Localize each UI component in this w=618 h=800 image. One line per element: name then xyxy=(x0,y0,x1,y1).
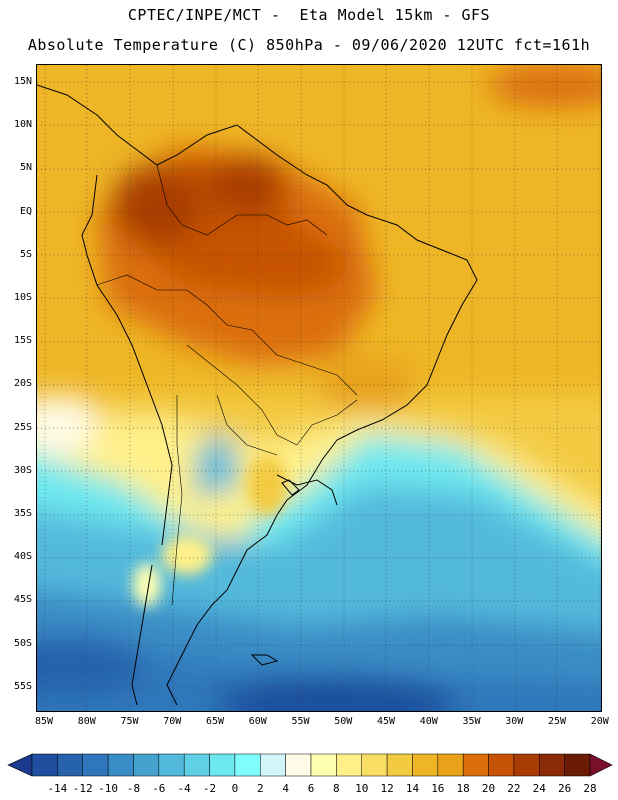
colorbar-tick-label: 8 xyxy=(333,782,340,795)
colorbar-tick-label: 10 xyxy=(355,782,369,795)
colorbar-tick-label: 18 xyxy=(456,782,470,795)
colorbar-cell xyxy=(462,753,489,777)
colorbar-cell xyxy=(57,753,83,777)
colorbar-tick-label: 0 xyxy=(231,782,239,795)
colorbar-cell xyxy=(488,753,515,777)
colorbar-tick-label: -4 xyxy=(177,782,191,795)
lat-tick-label: 5N xyxy=(19,162,32,174)
colorbar-cell xyxy=(183,753,210,777)
lat-tick-label: 5S xyxy=(19,248,32,260)
colorbar-tick-label: 6 xyxy=(307,782,315,795)
colorbar-tick-label: 28 xyxy=(583,782,597,795)
colorbar-cell xyxy=(82,753,109,777)
colorbar-cell xyxy=(209,753,236,777)
colorbar-tick-label: -10 xyxy=(98,782,119,795)
lon-tick-label: 85W xyxy=(34,716,54,727)
lat-tick-label: 15N xyxy=(13,76,32,87)
colorbar-cell xyxy=(513,753,540,777)
lat-tick-label: 50S xyxy=(13,637,32,649)
lon-tick-label: 20W xyxy=(590,716,609,727)
lon-tick-label: 75W xyxy=(120,716,139,727)
colorbar-tick-label: 24 xyxy=(532,782,546,795)
colorbar-cell xyxy=(31,753,58,777)
graticule xyxy=(37,65,601,711)
temperature-field xyxy=(37,65,601,711)
lat-tick-label: 30S xyxy=(13,464,32,476)
colorbar-cell xyxy=(107,753,134,777)
lon-tick-label: 50W xyxy=(334,716,353,727)
colorbar-min-arrow xyxy=(7,753,33,777)
colorbar-cell xyxy=(158,753,185,777)
colorbar-cell xyxy=(336,753,362,777)
colorbar-tick-label: 20 xyxy=(481,782,496,795)
lat-tick-label: 35S xyxy=(13,508,32,519)
borders xyxy=(96,164,358,606)
colorbar xyxy=(7,753,613,777)
colorbar-cell xyxy=(437,753,464,777)
lon-tick-label: 65W xyxy=(205,716,225,727)
colorbar-tick-label: -8 xyxy=(126,782,141,795)
colorbar-cell xyxy=(260,753,286,777)
colorbar-tick-label: 26 xyxy=(558,782,572,795)
colorbar-cell xyxy=(386,753,413,777)
chart-title-line1: CPTEC/INPE/MCT - Eta Model 15km - GFS xyxy=(127,6,491,24)
colorbar-cell xyxy=(361,753,388,777)
lat-tick-label: 10S xyxy=(13,292,32,303)
colorbar-cell xyxy=(310,753,337,777)
lat-tick-label: 15S xyxy=(13,335,32,347)
colorbar-cell xyxy=(539,753,565,777)
colorbar-tick-label: 12 xyxy=(380,782,394,795)
lon-tick-label: 45W xyxy=(376,716,396,727)
lat-tick-label: 25S xyxy=(13,421,32,433)
lat-tick-label: 10N xyxy=(13,119,32,131)
lon-tick-label: 30W xyxy=(505,716,524,727)
lon-tick-label: 55W xyxy=(291,716,310,727)
lat-tick-label: 40S xyxy=(13,551,32,563)
colorbar-tick-label: 16 xyxy=(431,782,445,795)
temperature-map xyxy=(36,64,602,712)
chart-title-line2: Absolute Temperature (C) 850hPa - 09/06/… xyxy=(27,36,591,54)
map-canvas xyxy=(37,65,601,711)
coastlines xyxy=(37,84,478,706)
lon-tick-label: 60W xyxy=(248,716,267,727)
colorbar-tick-label: 14 xyxy=(405,782,420,795)
colorbar-max-arrow xyxy=(589,753,613,777)
colorbar-tick-label: -14 xyxy=(47,782,68,795)
colorbar-tick-label: 2 xyxy=(256,782,264,795)
field-detail xyxy=(133,455,287,607)
lon-tick-label: 40W xyxy=(419,716,438,727)
colorbar-tick-label: -2 xyxy=(202,782,217,795)
lon-tick-label: 70W xyxy=(163,716,182,727)
colorbar-cell xyxy=(234,753,261,777)
lat-tick-label: 55S xyxy=(13,680,32,692)
colorbar-tick-label: -12 xyxy=(72,782,93,795)
lat-tick-label: 45S xyxy=(13,594,32,606)
colorbar-tick-label: 4 xyxy=(282,782,289,795)
colorbar-cell xyxy=(133,753,160,777)
lon-tick-label: 35W xyxy=(462,716,481,727)
lat-tick-label: 20S xyxy=(13,378,32,390)
lat-tick-label: EQ xyxy=(19,205,32,217)
colorbar-cell xyxy=(564,753,591,777)
colorbar-tick-label: 22 xyxy=(507,782,521,795)
colorbar-cell xyxy=(412,753,439,777)
colorbar-tick-label: -6 xyxy=(152,782,166,795)
lon-tick-label: 25W xyxy=(547,716,567,727)
lon-tick-label: 80W xyxy=(77,716,96,727)
colorbar-cell xyxy=(285,753,312,777)
